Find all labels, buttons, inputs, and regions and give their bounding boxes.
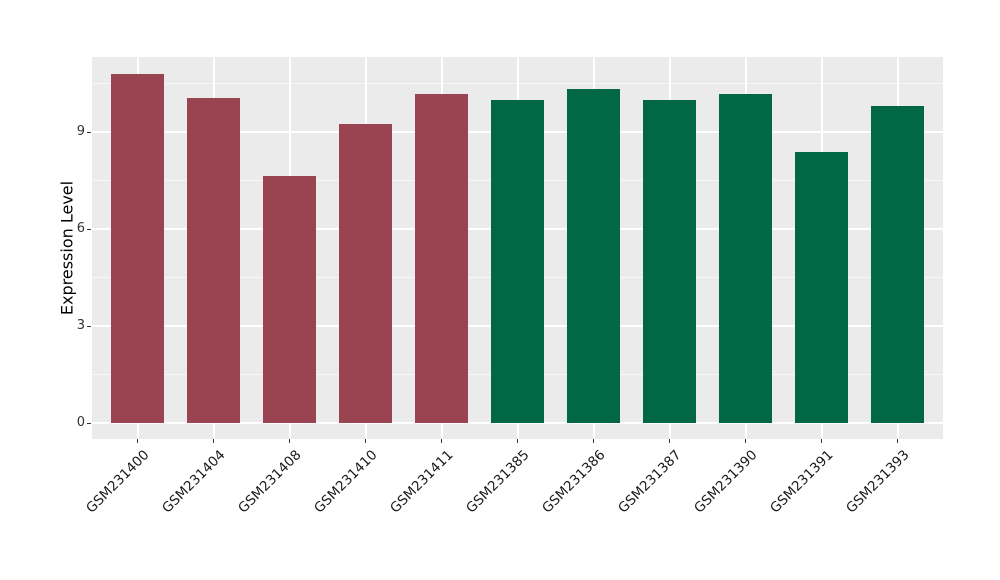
x-tick-mark — [821, 439, 823, 443]
y-tick-label: 9 — [76, 124, 85, 140]
bar-GSM231387 — [643, 100, 697, 423]
bar-GSM231393 — [871, 106, 925, 423]
x-tick-mark — [213, 439, 215, 443]
x-tick-mark — [745, 439, 747, 443]
x-tick-mark — [517, 439, 519, 443]
y-axis-title: Expression Level — [57, 180, 77, 316]
bar-GSM231408 — [263, 175, 317, 423]
x-tick-mark — [441, 439, 443, 443]
x-tick-label-GSM231387: GSM231387 — [615, 447, 685, 517]
bar-GSM231385 — [491, 100, 545, 423]
x-tick-mark — [137, 439, 139, 443]
y-tick-mark — [87, 131, 91, 133]
x-tick-mark — [365, 439, 367, 443]
x-tick-label-GSM231390: GSM231390 — [691, 447, 761, 517]
y-tick-label: 0 — [76, 415, 85, 430]
x-tick-label-GSM231385: GSM231385 — [463, 447, 533, 517]
x-tick-mark — [669, 439, 671, 443]
x-tick-label-GSM231393: GSM231393 — [843, 447, 913, 517]
x-tick-mark — [593, 439, 595, 443]
plot-panel — [92, 57, 943, 439]
x-tick-mark — [289, 439, 291, 443]
bar-GSM231390 — [719, 93, 773, 423]
x-tick-label-GSM231411: GSM231411 — [387, 447, 457, 517]
y-tick-label: 6 — [76, 221, 85, 237]
x-tick-label-GSM231391: GSM231391 — [767, 447, 837, 517]
y-tick-mark — [87, 325, 91, 327]
x-tick-mark — [897, 439, 899, 443]
bar-GSM231404 — [187, 98, 241, 423]
x-tick-label-GSM231408: GSM231408 — [235, 447, 305, 517]
bar-GSM231386 — [567, 88, 621, 423]
x-tick-label-GSM231404: GSM231404 — [159, 447, 229, 517]
bar-GSM231400 — [111, 74, 165, 423]
bar-GSM231411 — [415, 93, 469, 423]
x-tick-label-GSM231410: GSM231410 — [311, 447, 381, 517]
bar-GSM231391 — [795, 151, 849, 423]
x-tick-label-GSM231400: GSM231400 — [83, 447, 153, 517]
y-tick-mark — [87, 228, 91, 230]
x-tick-label-GSM231386: GSM231386 — [539, 447, 609, 517]
bar-GSM231410 — [339, 124, 393, 423]
y-tick-mark — [87, 422, 91, 424]
y-tick-label: 3 — [76, 318, 85, 334]
